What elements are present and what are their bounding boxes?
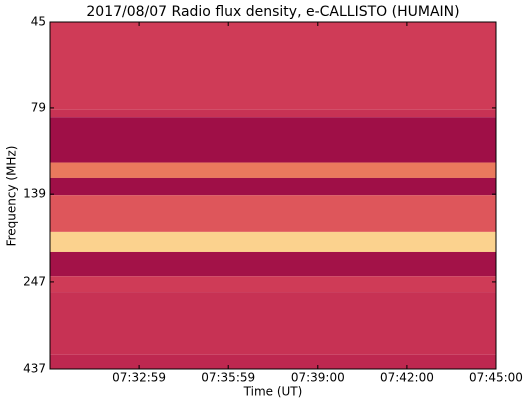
chart-title: 2017/08/07 Radio flux density, e-CALLIST… bbox=[86, 4, 459, 20]
y-tick-label: 45 bbox=[31, 15, 46, 29]
y-axis-label: Frequency (MHz) bbox=[5, 146, 19, 247]
spectrogram-band bbox=[50, 22, 496, 110]
spectrogram-band bbox=[50, 109, 496, 118]
y-tick-label: 247 bbox=[23, 274, 46, 288]
spectrogram-band bbox=[50, 276, 496, 293]
x-axis-label: Time (UT) bbox=[243, 385, 303, 399]
plot-frame bbox=[49, 21, 497, 370]
spectrogram-band bbox=[50, 251, 496, 277]
x-tick-label: 07:39:00 bbox=[291, 371, 345, 385]
spectrogram-band bbox=[50, 354, 496, 369]
x-tick-label: 07:35:59 bbox=[201, 371, 255, 385]
y-tick-label: 139 bbox=[23, 187, 46, 201]
spectrogram-band bbox=[50, 117, 496, 163]
spectrogram-band bbox=[50, 292, 496, 355]
x-tick-label: 07:45:00 bbox=[469, 371, 523, 385]
spectrogram-band bbox=[50, 195, 496, 232]
spectrogram-band bbox=[50, 231, 496, 252]
x-tick-label: 07:32:59 bbox=[112, 371, 166, 385]
spectrogram-band bbox=[50, 162, 496, 178]
y-tick-label: 79 bbox=[31, 100, 46, 114]
y-tick-label: 437 bbox=[23, 362, 46, 376]
spectrogram-band bbox=[50, 177, 496, 196]
x-tick-label: 07:42:00 bbox=[380, 371, 434, 385]
